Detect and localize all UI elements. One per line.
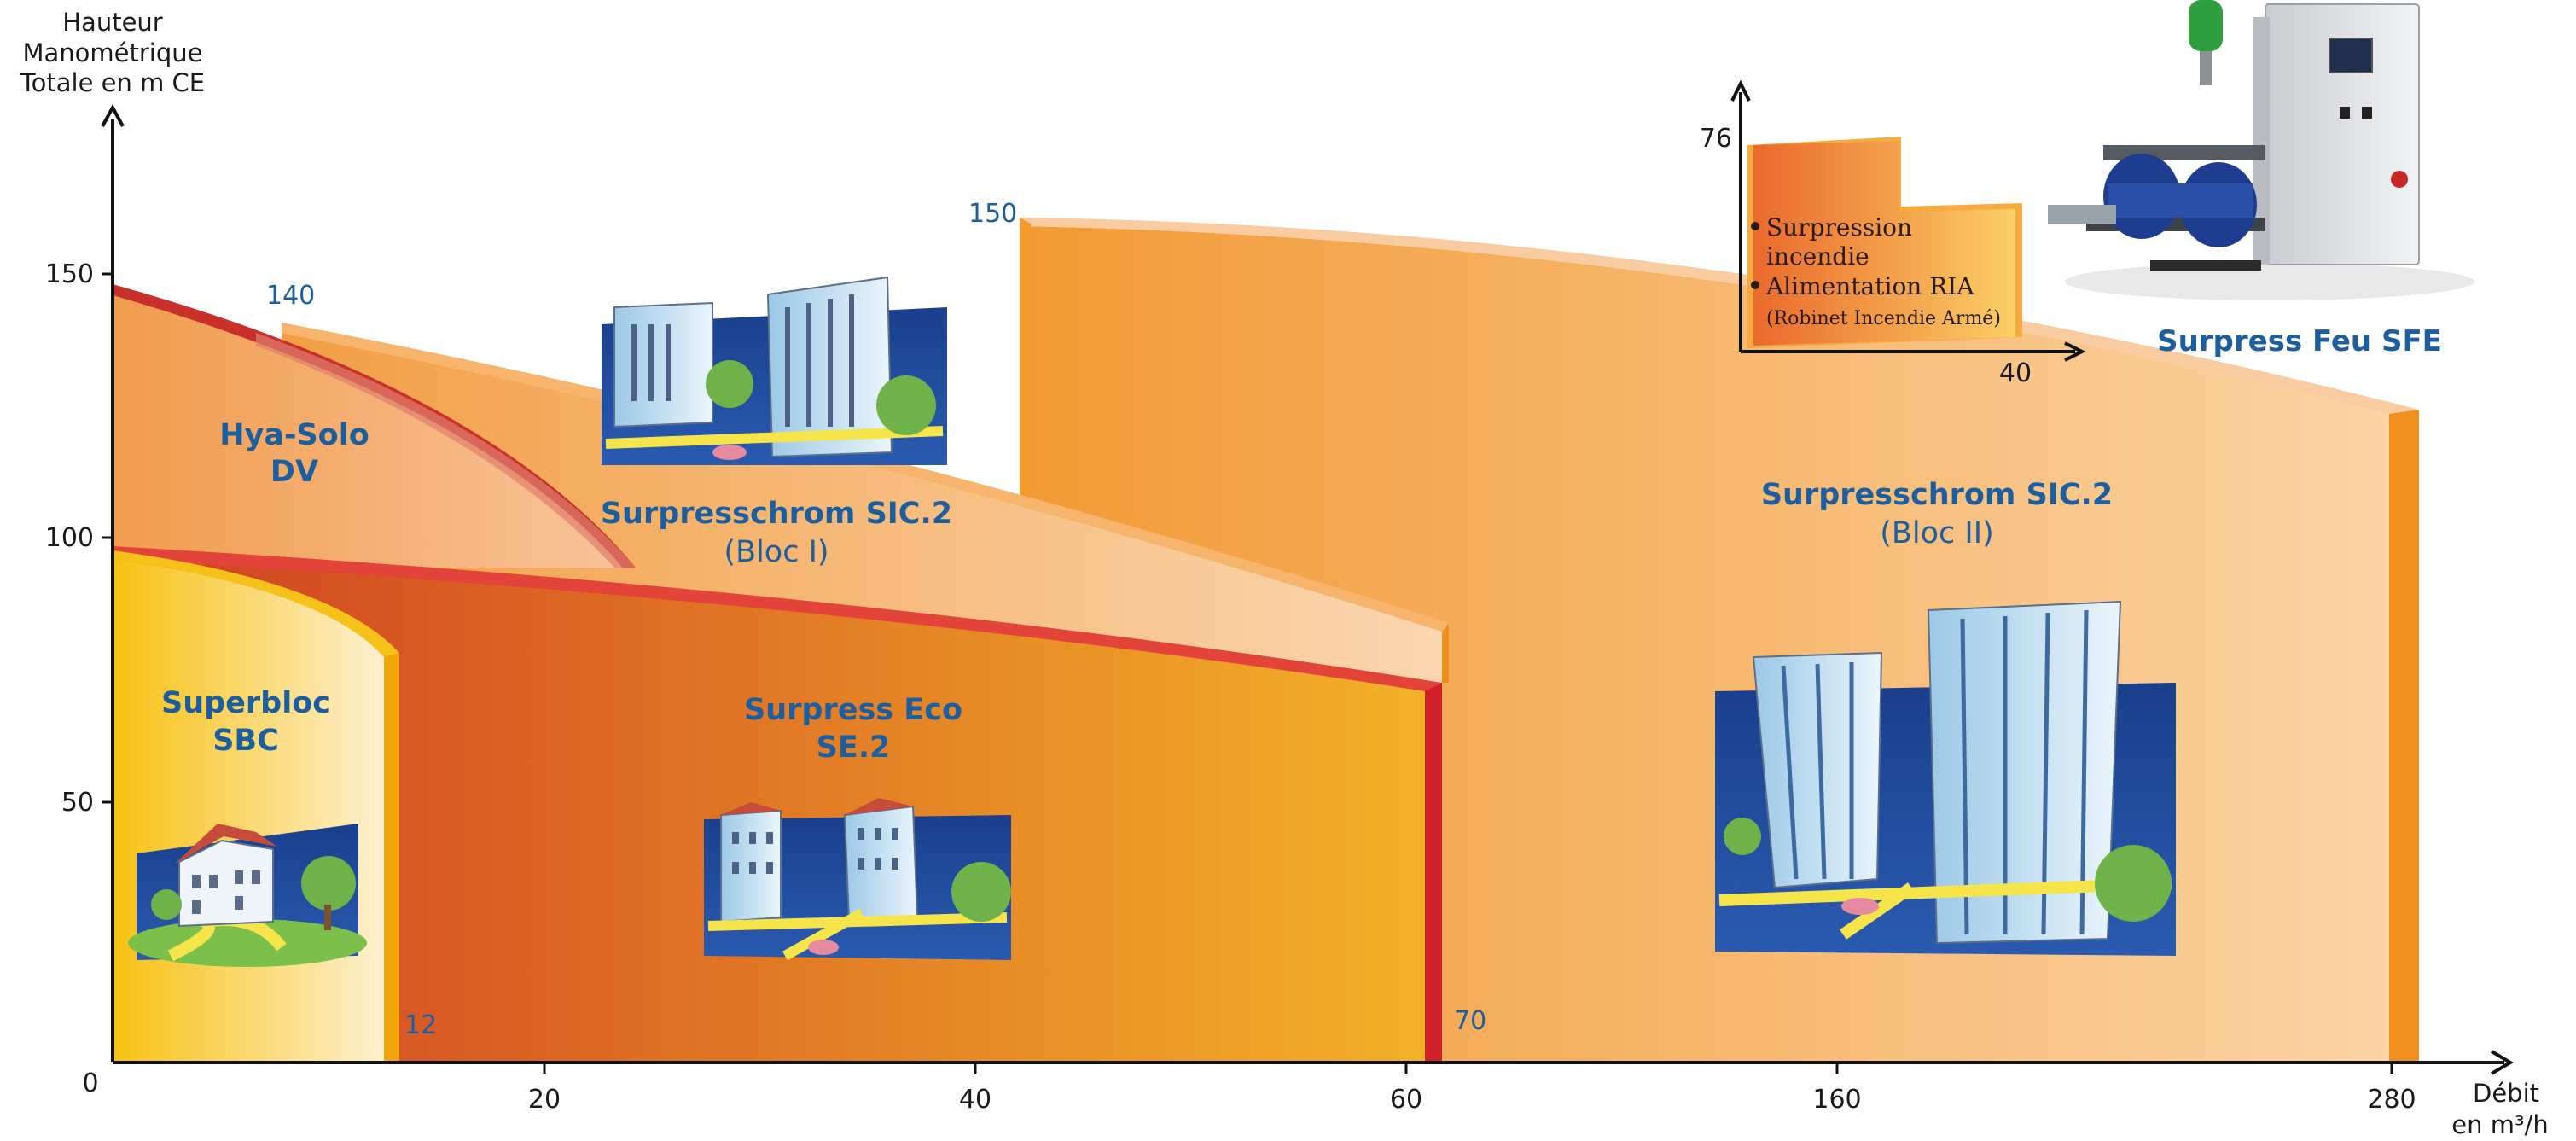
series-label-surpress-eco-line-2: SE.2 xyxy=(817,731,891,765)
annotation-head-140: 140 xyxy=(266,281,315,311)
x-tick-label-60: 60 xyxy=(1390,1085,1422,1115)
annotation-head-150: 150 xyxy=(968,199,1017,229)
series-label-superbloc-line-2: SBC xyxy=(212,724,279,758)
series-label-sic2-bloc2-line-1: Surpresschrom SIC.2 xyxy=(1761,478,2113,512)
inset-bullet-1-line-2: incendie xyxy=(1766,242,1869,271)
x-tick-marks xyxy=(543,1062,2393,1074)
series-label-surpress-eco: Surpress Eco SE.2 xyxy=(744,693,962,765)
inset-note: (Robinet Incendie Armé) xyxy=(1766,308,2001,329)
y-tick-label-50: 50 xyxy=(61,788,94,818)
series-label-surpress-eco-line-1: Surpress Eco xyxy=(744,693,962,727)
series-label-sic2-bloc2: Surpresschrom SIC.2 (Bloc II) xyxy=(1761,478,2113,550)
inset-bullet-1 xyxy=(1751,222,1759,230)
y-tick-marks xyxy=(102,272,113,804)
y-axis-title-line-2: Manométrique xyxy=(23,38,203,67)
inset-chart: 76 40 Surpression incendie Alimentation … xyxy=(1700,79,2086,388)
towers-illustration-bloc2 xyxy=(1715,600,2176,956)
y-tick-label-0: 0 xyxy=(82,1068,98,1098)
product-photo-pump xyxy=(2048,0,2474,300)
series-area-hya-solo xyxy=(113,284,636,568)
series-label-hya-solo-line-2: DV xyxy=(270,455,318,489)
x-tick-label-160: 160 xyxy=(1812,1085,1861,1115)
series-label-sic2-bloc1-line-2: (Bloc I) xyxy=(724,535,829,569)
inset-x-value: 40 xyxy=(1999,358,2032,388)
series-label-sic2-bloc1: Surpresschrom SIC.2 (Bloc I) xyxy=(601,497,952,569)
x-axis-title: Débit en m³/h xyxy=(2451,1079,2548,1139)
y-axis xyxy=(101,103,125,1062)
y-tick-label-150: 150 xyxy=(45,259,94,289)
inset-bullet-2-line-1: Alimentation RIA xyxy=(1765,272,1974,300)
y-tick-label-100: 100 xyxy=(45,523,94,553)
series-label-sic2-bloc1-line-1: Surpresschrom SIC.2 xyxy=(601,497,952,531)
house-illustration xyxy=(128,824,367,967)
product-caption: Surpress Feu SFE xyxy=(2157,324,2442,358)
series-label-hya-solo: Hya-Solo DV xyxy=(219,418,369,489)
series-area-superbloc xyxy=(113,550,399,1062)
annotation-flow-70: 70 xyxy=(1454,1006,1486,1036)
inset-y-value: 76 xyxy=(1700,124,1732,154)
x-tick-label-40: 40 xyxy=(959,1085,991,1115)
inset-bullet-1-line-1: Surpression xyxy=(1766,213,1912,242)
inset-bullet-2 xyxy=(1751,281,1759,289)
x-axis xyxy=(113,1050,2514,1075)
series-label-superbloc-line-1: Superbloc xyxy=(161,686,330,720)
x-tick-label-280: 280 xyxy=(2367,1085,2416,1115)
y-axis-title: Hauteur Manométrique Totale en m CE xyxy=(20,8,205,97)
buildings-illustration-bloc1 xyxy=(602,276,947,465)
series-label-superbloc: Superbloc SBC xyxy=(161,686,330,758)
x-axis-title-line-1: Débit xyxy=(2473,1079,2539,1108)
y-axis-title-line-3: Totale en m CE xyxy=(20,68,205,97)
x-tick-label-20: 20 xyxy=(528,1085,561,1115)
x-axis-title-line-2: en m³/h xyxy=(2451,1110,2548,1139)
buildings-illustration-eco xyxy=(704,798,1011,961)
annotation-flow-12: 12 xyxy=(404,1010,437,1040)
y-axis-title-line-1: Hauteur xyxy=(62,8,163,37)
series-label-hya-solo-line-1: Hya-Solo xyxy=(219,418,369,452)
series-label-sic2-bloc2-line-2: (Bloc II) xyxy=(1880,516,1993,550)
